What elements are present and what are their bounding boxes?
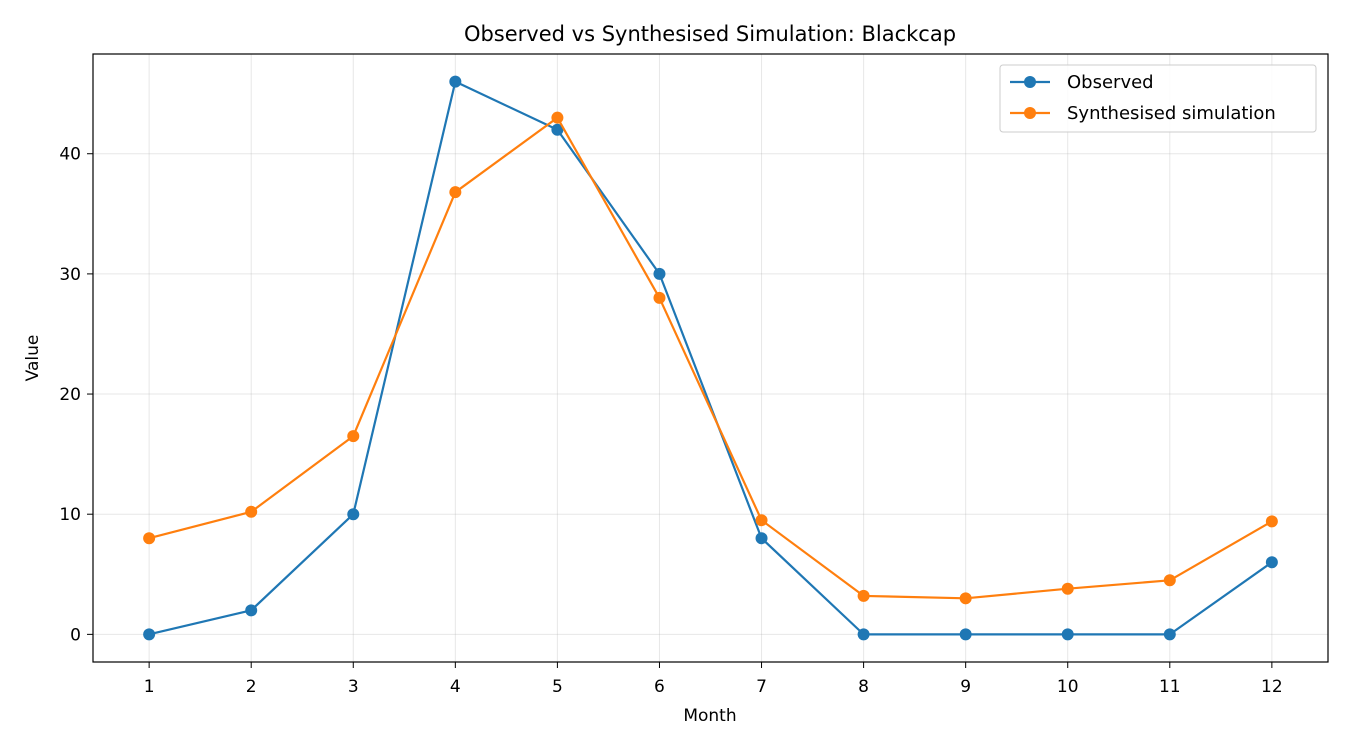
legend-label-observed: Observed [1067, 72, 1154, 93]
grid [93, 54, 1328, 662]
y-tick-label: 0 [70, 625, 81, 645]
chart-title: Observed vs Synthesised Simulation: Blac… [464, 22, 956, 46]
series-1-point [857, 589, 870, 602]
x-axis-label: Month [683, 706, 736, 726]
series-0-point [653, 267, 666, 280]
series-1-point [347, 430, 360, 443]
series-layer [143, 75, 1278, 641]
x-tick-label: 12 [1261, 677, 1283, 697]
series-0-point [755, 532, 768, 545]
series-0-point [857, 628, 870, 641]
series-1-point [755, 514, 768, 527]
x-tick-label: 6 [654, 677, 665, 697]
plot-frame [92, 53, 1329, 663]
x-tick-label: 4 [450, 677, 461, 697]
series-line-0 [148, 80, 1273, 636]
series-1-point [1163, 574, 1176, 587]
series-1-point [245, 505, 258, 518]
series-0-point [1163, 628, 1176, 641]
y-tick-label: 10 [59, 505, 81, 525]
series-1-point [653, 291, 666, 304]
legend-box [999, 64, 1317, 133]
series-1-point [449, 186, 462, 199]
series-0-point [245, 604, 258, 617]
series-1-point [551, 111, 564, 124]
series-line-1 [148, 116, 1273, 600]
series-0-point [959, 628, 972, 641]
x-tick-label: 3 [348, 677, 359, 697]
series-0-point [1265, 556, 1278, 569]
series-1-point [1061, 582, 1074, 595]
x-tick-label: 2 [246, 677, 257, 697]
legend-marker-synthesised [1024, 107, 1036, 119]
x-tick-label: 11 [1159, 677, 1181, 697]
series-0-point [347, 508, 360, 521]
legend-marker-observed [1024, 76, 1036, 88]
x-tick-label: 5 [552, 677, 563, 697]
x-tick-label: 1 [144, 677, 155, 697]
x-tick-label: 10 [1057, 677, 1079, 697]
series-1-point [1265, 515, 1278, 528]
series-0-point [143, 628, 156, 641]
y-axis-label: Value [23, 335, 43, 382]
y-tick-label: 40 [59, 145, 81, 165]
y-tick-label: 20 [59, 385, 81, 405]
y-tick-label: 30 [59, 265, 81, 285]
series-0-point [1061, 628, 1074, 641]
series-1-point [959, 592, 972, 605]
series-1-point [143, 532, 156, 545]
series-0-point [449, 75, 462, 88]
x-tick-label: 7 [756, 677, 767, 697]
legend-label-synthesised: Synthesised simulation [1067, 103, 1276, 124]
x-tick-label: 9 [960, 677, 971, 697]
legend: Observed Synthesised simulation [999, 64, 1317, 133]
x-tick-label: 8 [858, 677, 869, 697]
series-0-point [551, 123, 564, 136]
